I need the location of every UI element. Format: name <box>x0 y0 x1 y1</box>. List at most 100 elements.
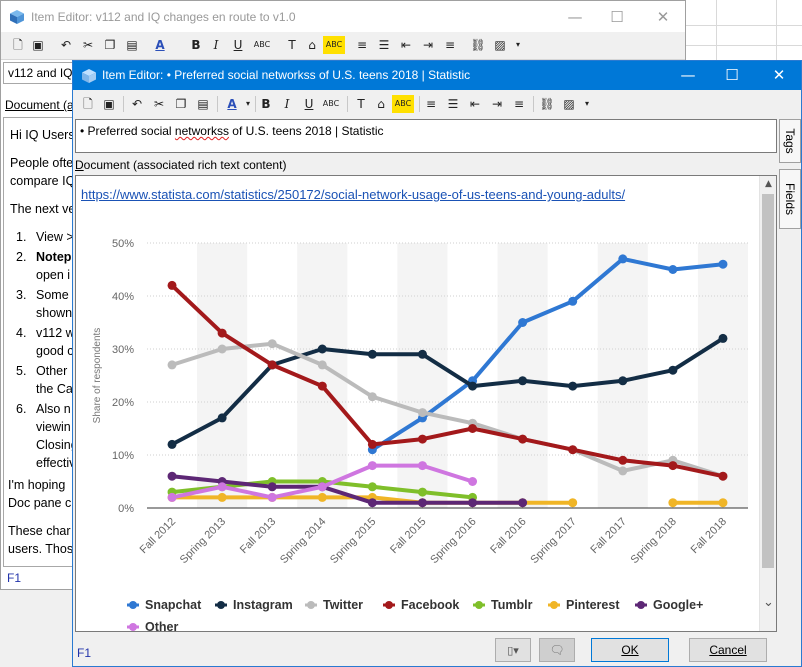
numbered-list-icon[interactable]: ≡ <box>356 38 368 52</box>
maximize-button[interactable]: ☐ <box>725 66 739 84</box>
document-label: Document (associated rich text content) <box>75 158 287 172</box>
numbered-list-icon[interactable]: ≡ <box>425 97 437 111</box>
background-f1-help[interactable]: F1 <box>7 571 22 585</box>
copy-icon[interactable]: ❐ <box>175 97 187 111</box>
clear-format-icon[interactable]: T <box>357 97 365 111</box>
bullet-list-icon[interactable]: ☰ <box>378 38 390 52</box>
paste-icon[interactable]: ▤ <box>197 97 209 111</box>
x-tick-label: Spring 2013 <box>178 516 228 566</box>
x-tick-label: Spring 2017 <box>528 516 578 566</box>
highlight-icon[interactable]: ⌂ <box>308 38 316 52</box>
bold-icon[interactable]: B <box>191 38 201 52</box>
outdent-icon[interactable]: ⇤ <box>400 38 412 52</box>
vertical-scrollbar[interactable]: ▲ ⌄ <box>759 176 776 631</box>
data-point-instagram <box>317 344 327 354</box>
close-button[interactable]: ✕ <box>656 8 670 26</box>
f1-help[interactable]: F1 <box>77 646 92 660</box>
data-point-twitter <box>417 408 427 418</box>
doc-list: 1. View > 2. Notep open i 3. Some shown 4. v11… <box>16 228 676 476</box>
ok-button[interactable]: OK <box>591 638 669 662</box>
document-editor[interactable]: 0% 10% 20% 30% 40% 50% Share of respondents Fal… <box>75 175 777 632</box>
align-icon[interactable]: ≡ <box>444 38 456 52</box>
indent-icon[interactable]: ⇥ <box>491 97 503 111</box>
copy-icon[interactable]: ❐ <box>104 38 116 52</box>
data-point-snapchat <box>618 254 628 264</box>
y-axis-label: Share of respondents <box>92 328 103 424</box>
link-icon[interactable]: ⛓ <box>539 97 555 111</box>
view-options-button[interactable]: ▯▾ <box>495 638 531 662</box>
new-doc-icon[interactable]: 🗋 <box>13 38 23 52</box>
spellcheck-icon[interactable]: ABC <box>323 36 345 54</box>
tab-fields[interactable]: Fields <box>779 169 801 229</box>
title-field[interactable]: • Preferred social networkss of U.S. tee… <box>75 119 777 153</box>
strikethrough-icon[interactable]: ABC <box>322 99 340 108</box>
data-point-pinterest <box>668 498 678 508</box>
scrollbar-thumb[interactable] <box>762 194 774 568</box>
align-icon[interactable]: ≡ <box>513 97 525 111</box>
legend-label: Other <box>145 620 178 631</box>
data-point-other <box>167 492 177 502</box>
spellcheck-icon[interactable]: ABC <box>392 95 414 113</box>
misspelled-word[interactable]: networkss <box>174 124 229 138</box>
data-point-instagram <box>618 376 628 386</box>
series-line-twitter <box>171 341 724 479</box>
list-item: 4. v112 w good c <box>16 326 75 358</box>
scroll-up-icon[interactable]: ▲ <box>765 179 772 189</box>
data-point-twitter <box>317 360 327 370</box>
close-button[interactable]: ✕ <box>772 66 786 84</box>
tab-tags[interactable]: Tags <box>779 119 801 163</box>
cut-icon[interactable]: ✂ <box>82 38 94 52</box>
image-icon[interactable]: ▨ <box>494 38 506 52</box>
underline-icon[interactable]: U <box>233 38 243 52</box>
app-cube-icon <box>10 10 24 24</box>
undo-icon[interactable]: ↶ <box>60 38 72 52</box>
more-icon[interactable]: ▾ <box>515 40 520 49</box>
indent-icon[interactable]: ⇥ <box>422 38 434 52</box>
source-link[interactable]: https://www.statista.com/statistics/2501… <box>81 187 626 202</box>
link-icon[interactable]: ⛓ <box>470 38 486 52</box>
item-editor-window[interactable]: Item Editor: • Preferred social networks… <box>72 60 802 667</box>
font-color-icon[interactable]: A <box>227 97 237 111</box>
data-point-other <box>367 461 377 471</box>
cancel-button[interactable]: Cancel <box>689 638 767 662</box>
minimize-button[interactable]: — <box>567 8 583 26</box>
save-icon[interactable]: ▣ <box>103 97 115 111</box>
data-point-google <box>267 482 277 492</box>
font-color-dropdown-icon[interactable]: ▾ <box>245 99 250 108</box>
more-icon[interactable]: ▾ <box>584 99 589 108</box>
bottom-bar: F1 ▯▾ 🗨 OK Cancel <box>73 634 801 667</box>
data-point-facebook <box>618 455 628 465</box>
bullet-list-icon[interactable]: ☰ <box>447 97 459 111</box>
paste-icon[interactable]: ▤ <box>126 38 138 52</box>
maximize-button[interactable]: ☐ <box>610 8 624 26</box>
app-cube-icon <box>82 69 96 83</box>
highlight-icon[interactable]: ⌂ <box>377 97 385 111</box>
titlebar[interactable]: Item Editor: • Preferred social networks… <box>73 61 801 90</box>
italic-icon[interactable]: I <box>213 38 219 52</box>
cut-icon[interactable]: ✂ <box>153 97 165 111</box>
background-titlebar[interactable]: Item Editor: v112 and IQ changes en rout… <box>1 1 685 32</box>
list-item: 6. Also n viewin Closing effectiv <box>16 402 78 470</box>
minimize-button[interactable]: — <box>680 66 696 84</box>
italic-icon[interactable]: I <box>284 97 290 111</box>
comment-button[interactable]: 🗨 <box>539 638 575 662</box>
toolbar-separator <box>217 96 218 112</box>
undo-icon[interactable]: ↶ <box>131 97 143 111</box>
y-tick-label: 50% <box>112 238 134 250</box>
image-icon[interactable]: ▨ <box>563 97 575 111</box>
data-point-facebook <box>518 434 528 444</box>
save-icon[interactable]: ▣ <box>32 38 44 52</box>
underline-icon[interactable]: U <box>304 97 314 111</box>
data-point-other <box>217 482 227 492</box>
new-doc-icon[interactable]: 🗋 <box>83 97 93 111</box>
title-bullet: • <box>80 124 88 138</box>
list-item: 3. Some shown <box>16 288 73 320</box>
font-color-icon[interactable]: A <box>155 38 165 52</box>
outdent-icon[interactable]: ⇤ <box>469 97 481 111</box>
strikethrough-icon[interactable]: ABC <box>253 40 271 49</box>
legend-label: Google+ <box>653 598 703 612</box>
title-text-post: of U.S. teens 2018 | Statistic <box>228 124 384 138</box>
clear-format-icon[interactable]: T <box>288 38 296 52</box>
scroll-down-icon[interactable]: ⌄ <box>763 595 774 610</box>
bold-icon[interactable]: B <box>261 97 271 111</box>
